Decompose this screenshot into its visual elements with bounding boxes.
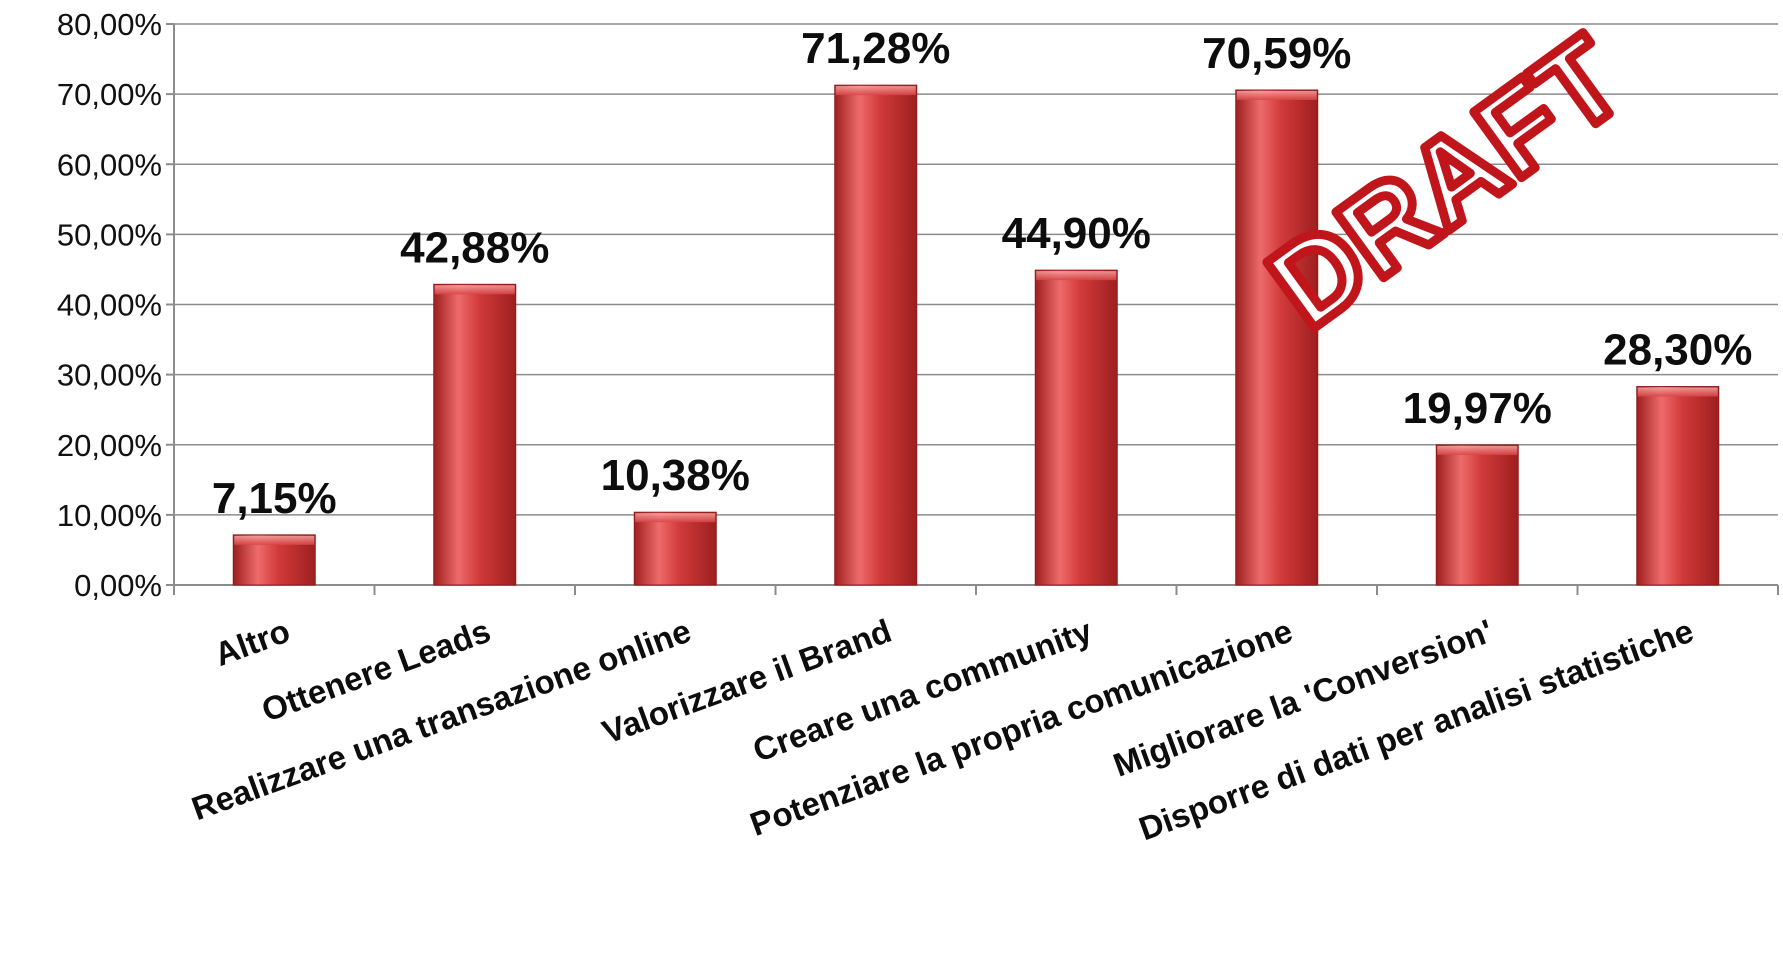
y-tick-label: 60,00%	[57, 147, 162, 182]
y-tick-label: 50,00%	[57, 217, 162, 252]
x-category-label: Altro	[210, 612, 295, 673]
y-tick-label: 70,00%	[57, 77, 162, 112]
bar-highlight	[1638, 388, 1718, 397]
y-tick-label: 80,00%	[57, 7, 162, 42]
y-tick-label: 40,00%	[57, 288, 162, 323]
bar	[434, 284, 516, 585]
y-tick-label: 20,00%	[57, 428, 162, 463]
data-label: 19,97%	[1403, 384, 1552, 433]
bar-highlight	[1036, 271, 1116, 280]
bar-highlight	[234, 536, 314, 545]
y-tick-label: 30,00%	[57, 358, 162, 393]
bar	[1236, 90, 1318, 585]
bar-highlight	[1237, 91, 1317, 100]
bar-highlight	[435, 285, 515, 294]
y-tick-label: 10,00%	[57, 498, 162, 533]
bar	[1035, 270, 1117, 585]
data-label: 42,88%	[400, 223, 549, 272]
data-label: 71,28%	[801, 24, 950, 73]
data-label: 70,59%	[1202, 29, 1351, 78]
bar	[1436, 445, 1518, 585]
data-label: 10,38%	[601, 451, 750, 500]
data-label: 44,90%	[1002, 209, 1151, 258]
data-label: 28,30%	[1603, 326, 1752, 375]
bar	[835, 85, 917, 585]
bar-highlight	[836, 86, 916, 95]
bar-highlight	[1437, 446, 1517, 455]
bar	[1637, 387, 1719, 585]
y-tick-label: 0,00%	[74, 568, 162, 603]
data-label: 7,15%	[212, 474, 337, 523]
bar	[634, 512, 716, 585]
bar-highlight	[635, 513, 715, 522]
